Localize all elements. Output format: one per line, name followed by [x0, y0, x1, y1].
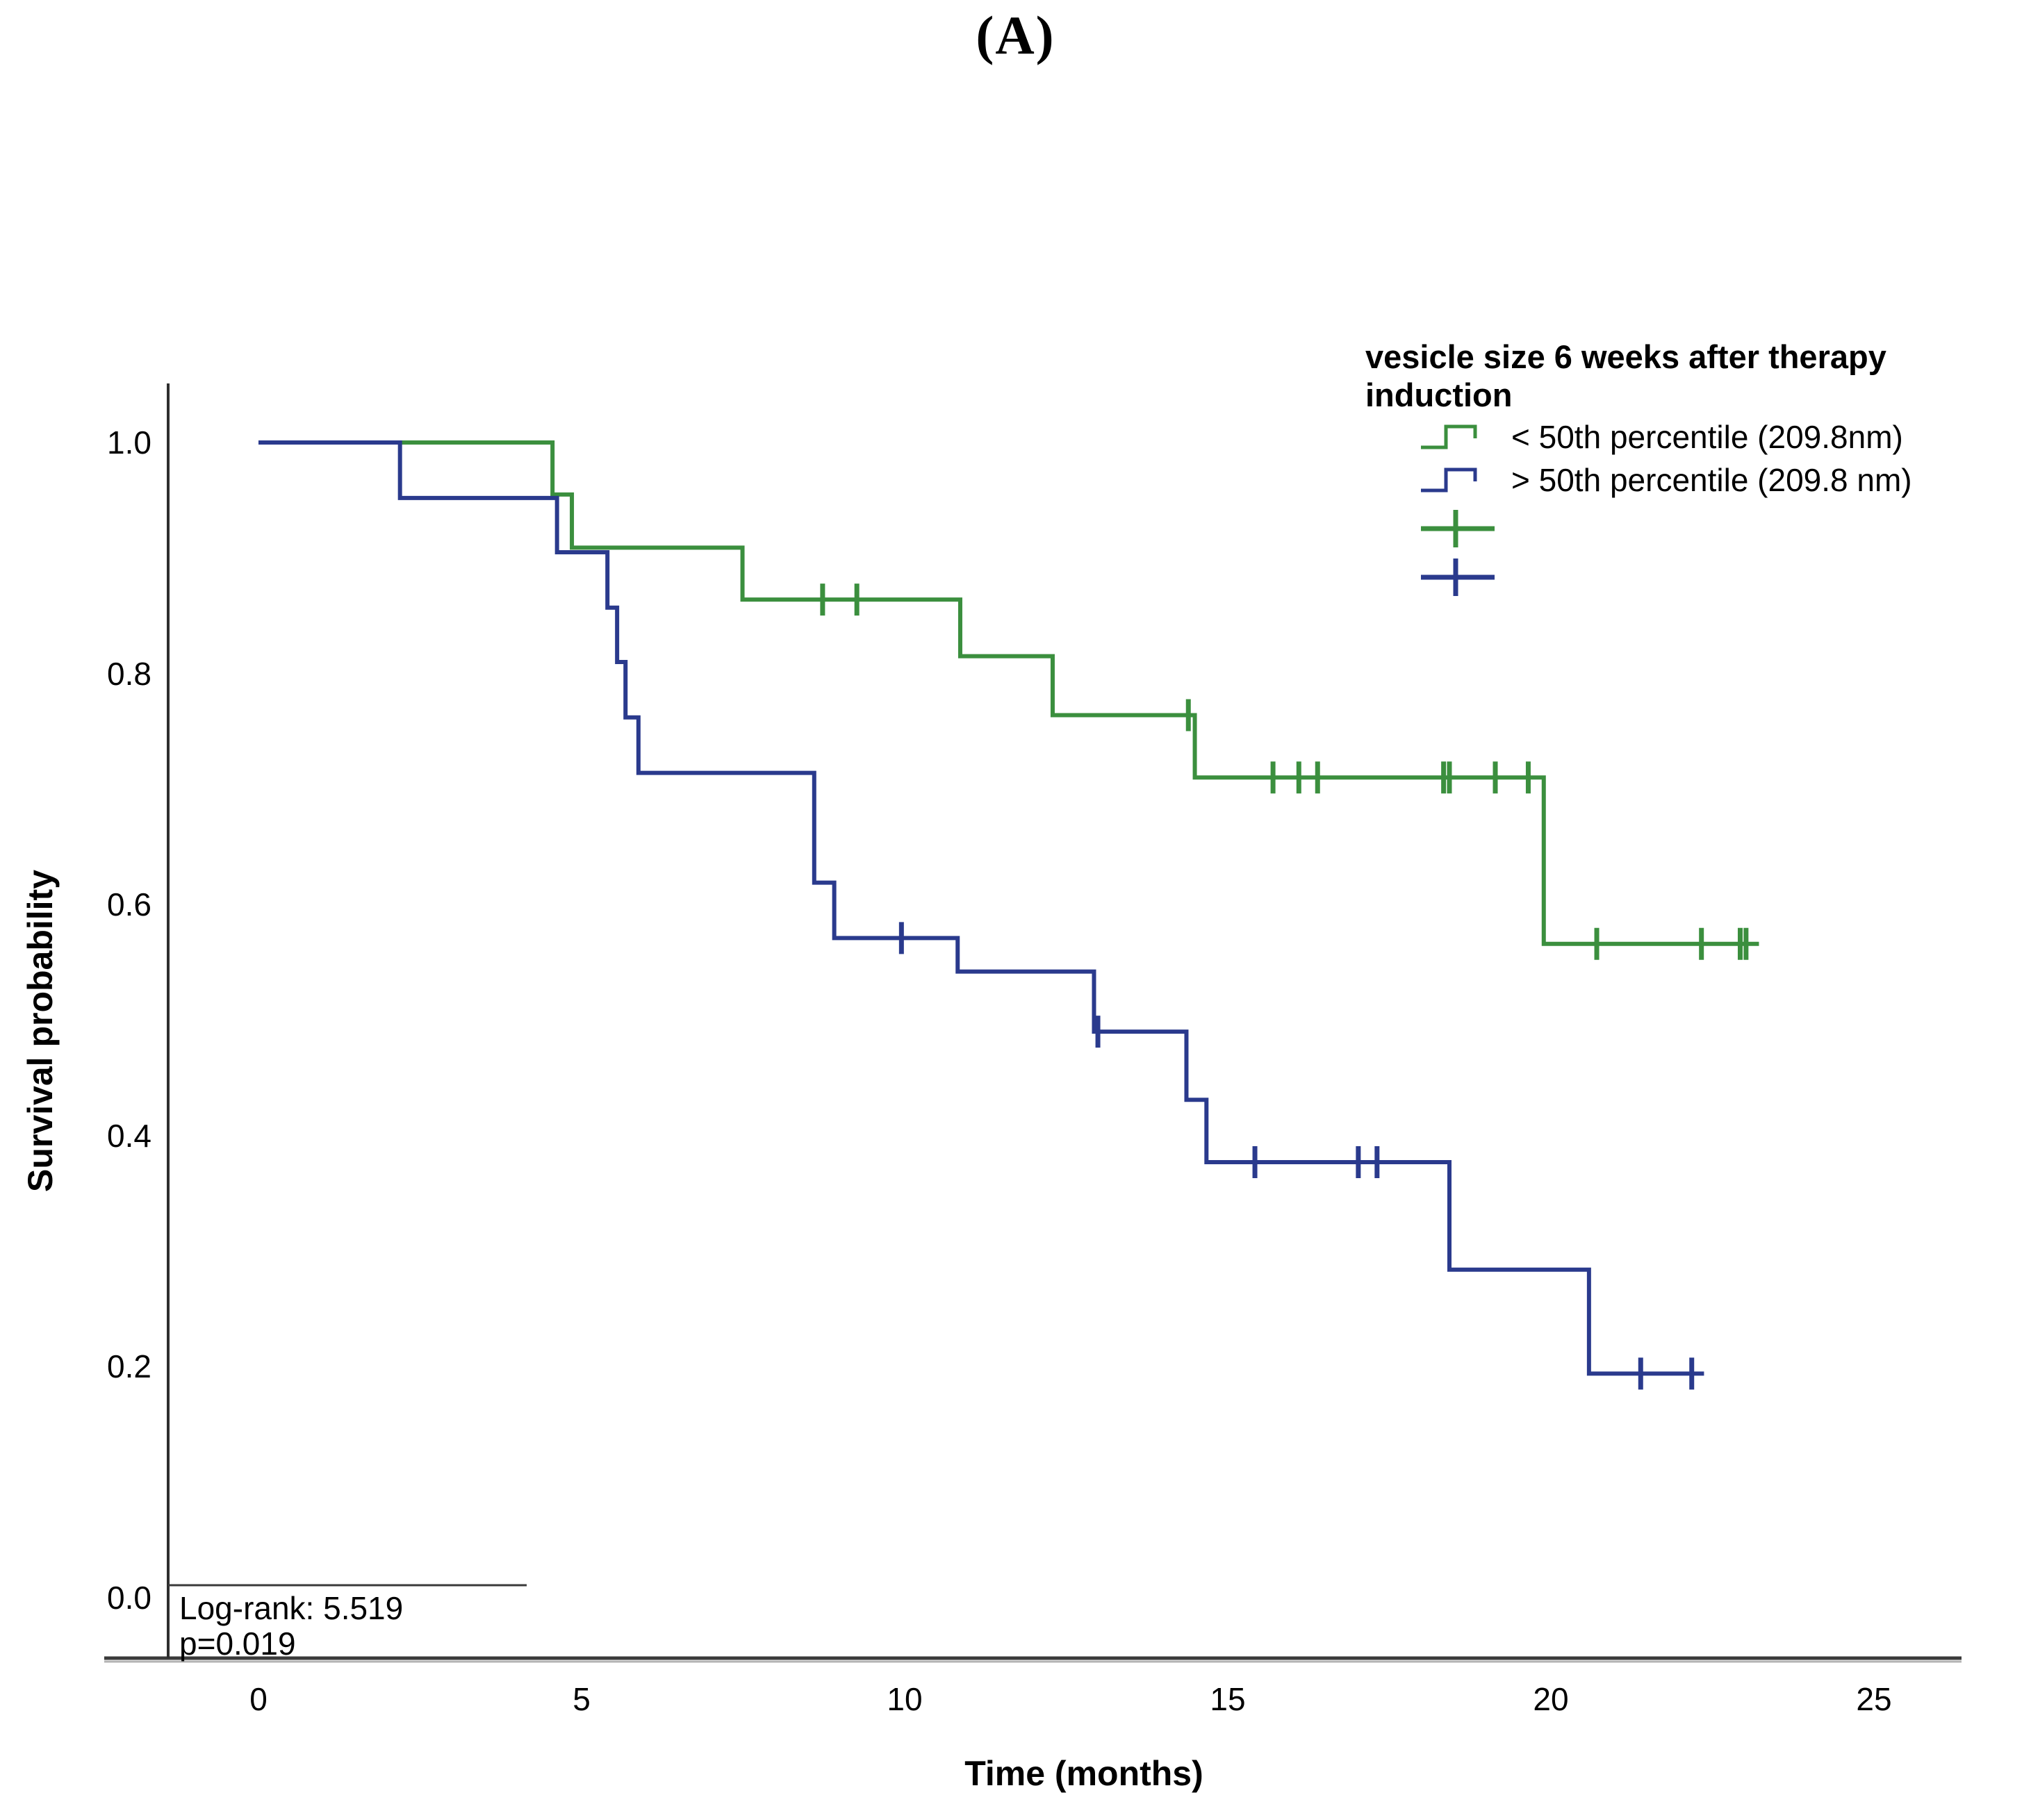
censor-plus-icon: [1421, 510, 1495, 547]
legend-label: < 50th percentile (209.8nm): [1511, 419, 1903, 455]
x-tick-label: 25: [1856, 1681, 1892, 1717]
y-tick-label: 0.6: [107, 886, 151, 923]
x-tick-label: 0: [249, 1681, 268, 1717]
x-tick-label: 20: [1533, 1681, 1569, 1717]
log-rank-value: Log-rank: 5.519: [179, 1590, 404, 1626]
step-line-icon: [1421, 468, 1477, 493]
legend-item-above-median: > 50th percentile (209.8 nm): [1365, 460, 2025, 500]
legend-label: > 50th percentile (209.8 nm): [1511, 462, 1912, 498]
y-tick-label: 1.0: [107, 424, 151, 461]
censor-plus-icon: [1421, 559, 1495, 596]
legend-title-line2: induction: [1365, 377, 1513, 413]
legend: vesicle size 6 weeks after therapy induc…: [1365, 338, 2025, 599]
survival-curve-above-median: [258, 440, 1704, 1376]
legend-item-below-median: < 50th percentile (209.8nm): [1365, 417, 2025, 457]
y-tick-label: 0.8: [107, 655, 151, 692]
figure-label: (A): [976, 5, 1055, 65]
legend-title-line1: vesicle size 6 weeks after therapy: [1365, 338, 1886, 375]
log-rank-annotation: Log-rank: 5.519 p=0.019: [179, 1591, 403, 1662]
y-tick-label: 0.2: [107, 1348, 151, 1385]
x-tick-label: 10: [887, 1681, 923, 1717]
step-line-icon: [1421, 424, 1477, 449]
legend-title: vesicle size 6 weeks after therapy induc…: [1365, 338, 2025, 414]
p-value: p=0.019: [179, 1625, 296, 1662]
y-tick-label: 0.0: [107, 1580, 151, 1616]
x-axis-title: Time (months): [964, 1754, 1203, 1793]
x-tick-label: 5: [573, 1681, 591, 1717]
survival-curve-below-median: [258, 440, 1759, 946]
y-tick-label: 0.4: [107, 1117, 151, 1154]
x-tick-label: 15: [1210, 1681, 1246, 1717]
